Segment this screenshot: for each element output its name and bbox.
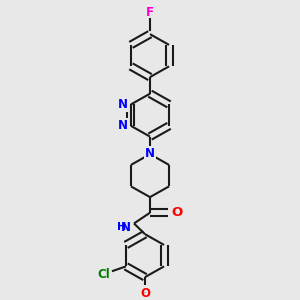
Text: N: N <box>118 98 128 111</box>
Text: F: F <box>146 6 154 19</box>
Text: H: H <box>117 222 126 233</box>
Text: O: O <box>140 287 150 300</box>
Text: O: O <box>171 206 183 219</box>
Text: N: N <box>145 147 155 160</box>
Text: Cl: Cl <box>98 268 110 281</box>
Text: N: N <box>118 119 128 132</box>
Text: N: N <box>121 221 131 234</box>
